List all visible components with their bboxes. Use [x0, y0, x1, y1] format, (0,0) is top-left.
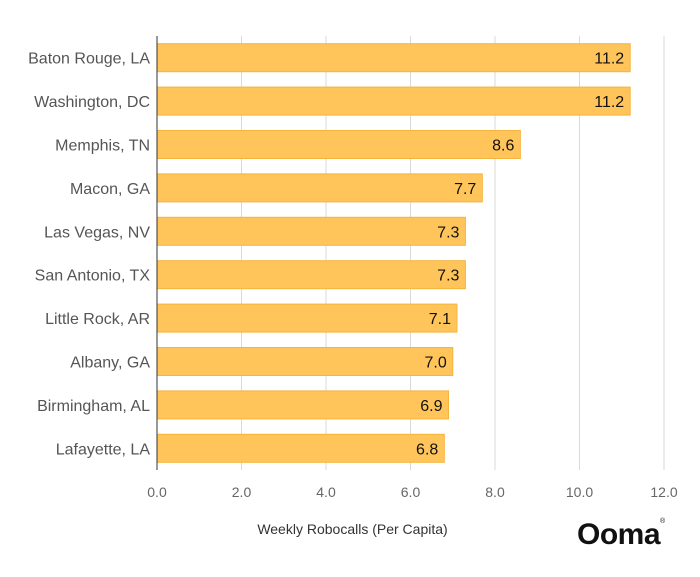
bar-3: [156, 173, 483, 203]
x-tick-label-1: 2.0: [232, 484, 252, 500]
category-label-8: Birmingham, AL: [37, 398, 150, 415]
x-tick-label-0: 0.0: [147, 484, 167, 500]
category-label-4: Las Vegas, NV: [44, 224, 150, 241]
x-axis-title: Weekly Robocalls (Per Capita): [257, 521, 447, 537]
bar-4: [156, 216, 466, 246]
value-label-3: 7.7: [454, 181, 476, 198]
bar-7: [156, 347, 454, 376]
value-label-4: 7.3: [437, 224, 459, 241]
ooma-logo: Ooma®: [577, 518, 665, 552]
bar-5: [156, 260, 466, 290]
value-label-0: 11.2: [594, 51, 624, 68]
value-label-1: 11.2: [594, 94, 624, 111]
x-tick-label-4: 8.0: [485, 484, 505, 500]
bar-9: [156, 433, 445, 463]
value-label-5: 7.3: [437, 268, 459, 285]
x-tick-label-3: 6.0: [401, 484, 421, 500]
bar-8: [156, 390, 450, 420]
x-tick-label-2: 4.0: [316, 484, 336, 500]
bar-0: [156, 43, 631, 73]
value-label-9: 6.8: [416, 441, 438, 458]
value-label-6: 7.1: [429, 311, 451, 328]
logo-trademark: ®: [660, 518, 665, 525]
category-label-1: Washington, DC: [34, 94, 150, 111]
category-label-0: Baton Rouge, LA: [28, 51, 150, 68]
bar-1: [156, 86, 631, 116]
category-label-3: Macon, GA: [70, 181, 150, 198]
category-label-7: Albany, GA: [70, 355, 150, 372]
value-label-7: 7.0: [425, 355, 447, 372]
bar-6: [156, 303, 458, 333]
value-label-8: 6.9: [420, 398, 442, 415]
category-label-5: San Antonio, TX: [35, 268, 151, 285]
logo-text: Ooma: [577, 518, 661, 551]
x-tick-label-5: 10.0: [566, 484, 593, 500]
category-label-6: Little Rock, AR: [45, 311, 150, 328]
value-label-2: 8.6: [492, 138, 514, 155]
category-label-2: Memphis, TN: [55, 138, 150, 155]
bar-2: [156, 130, 521, 159]
category-label-9: Lafayette, LA: [56, 441, 151, 458]
x-tick-label-6: 12.0: [650, 484, 677, 500]
